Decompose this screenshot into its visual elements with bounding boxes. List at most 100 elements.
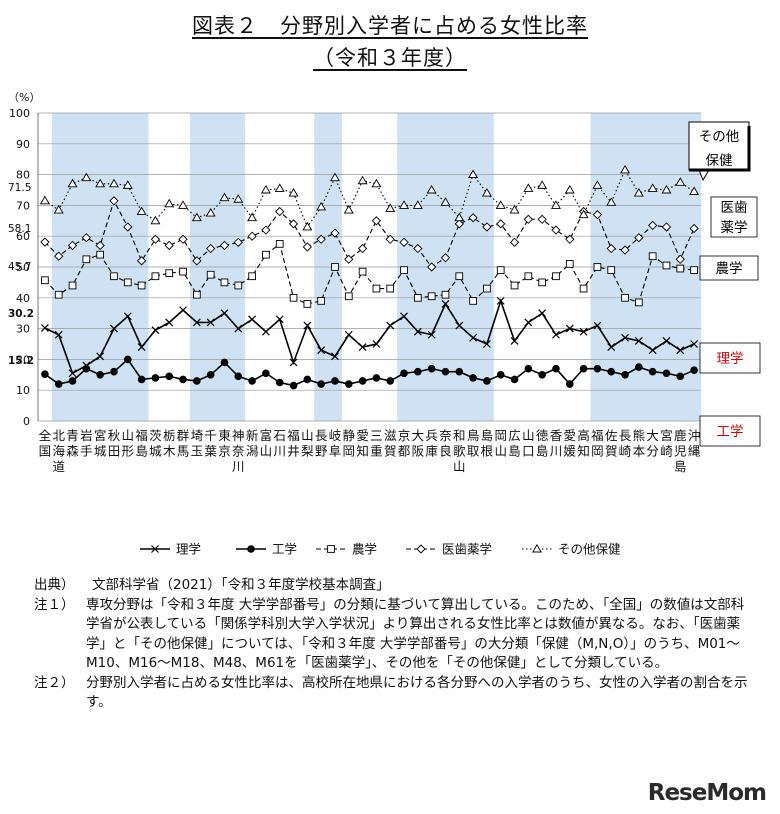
x-tick-char: 高 bbox=[577, 428, 590, 443]
y-tick-label: 40 bbox=[16, 292, 30, 305]
x-tick-char: 知 bbox=[356, 444, 369, 459]
data-point bbox=[400, 369, 408, 378]
y-axis-unit: （%） bbox=[8, 91, 40, 104]
x-tick-label: 全国 bbox=[39, 428, 52, 459]
data-point bbox=[331, 263, 339, 271]
data-point bbox=[289, 358, 298, 367]
data-point bbox=[414, 367, 422, 376]
x-tick-char: 青 bbox=[66, 428, 79, 443]
x-tick-char: 良 bbox=[439, 444, 452, 459]
data-point bbox=[54, 330, 63, 339]
source-text: 文部科学省（2021）「令和３年度学校基本調査」 bbox=[92, 577, 390, 593]
data-point bbox=[137, 281, 146, 290]
data-point bbox=[275, 206, 285, 217]
x-tick-char: 茨 bbox=[149, 428, 162, 443]
data-point bbox=[234, 372, 243, 381]
data-point bbox=[676, 264, 685, 273]
data-point bbox=[343, 204, 354, 214]
x-tick-label: 宮崎 bbox=[660, 428, 673, 459]
x-tick-label: 栃木 bbox=[163, 428, 176, 459]
data-point bbox=[358, 267, 367, 276]
data-point bbox=[620, 164, 631, 174]
data-point bbox=[565, 260, 574, 268]
data-point bbox=[275, 315, 284, 324]
x-tick-char: 崎 bbox=[660, 444, 673, 459]
x-tick-label: 秋田 bbox=[108, 428, 121, 459]
data-point bbox=[123, 355, 132, 364]
x-tick-char: 東 bbox=[218, 428, 231, 443]
x-tick-char: 兵 bbox=[425, 428, 438, 443]
legend-item: 理学 bbox=[140, 542, 201, 557]
x-tick-char: 滋 bbox=[384, 428, 397, 443]
x-tick-char: 分 bbox=[646, 444, 659, 459]
data-point bbox=[523, 214, 533, 224]
data-point bbox=[96, 250, 105, 259]
x-tick-char: 島 bbox=[508, 444, 521, 459]
data-point bbox=[552, 364, 560, 373]
x-tick-char: 田 bbox=[108, 444, 121, 459]
data-point bbox=[206, 371, 215, 379]
data-point bbox=[303, 321, 312, 330]
callout-2: 農学 bbox=[699, 255, 759, 281]
x-tick-label: 沖縄 bbox=[688, 428, 701, 459]
x-tick-char: 阪 bbox=[412, 444, 425, 459]
data-point bbox=[661, 222, 672, 232]
data-point bbox=[262, 369, 270, 378]
data-point bbox=[274, 183, 285, 192]
data-point bbox=[358, 343, 367, 352]
data-point bbox=[662, 336, 671, 345]
data-point bbox=[413, 243, 423, 254]
data-point bbox=[427, 292, 436, 301]
x-tick-label: 新潟 bbox=[246, 428, 259, 459]
callout-4: 工学 bbox=[699, 415, 761, 447]
x-tick-char: 沖 bbox=[688, 428, 701, 443]
data-point bbox=[676, 372, 685, 381]
data-point bbox=[179, 267, 187, 276]
value-label: 30.2 bbox=[8, 308, 34, 320]
data-point bbox=[178, 200, 189, 209]
data-point bbox=[68, 377, 77, 385]
x-tick-label: 奈良 bbox=[439, 428, 452, 459]
data-point bbox=[496, 219, 506, 229]
x-tick-char: 取 bbox=[467, 444, 480, 459]
data-point bbox=[54, 290, 63, 299]
x-tick-char: 川 bbox=[550, 444, 563, 459]
data-point bbox=[247, 231, 257, 241]
x-tick-char: 福 bbox=[591, 428, 604, 443]
data-point bbox=[469, 374, 477, 382]
x-tick-char: 媛 bbox=[564, 444, 577, 459]
data-point bbox=[233, 194, 244, 203]
x-tick-char: 梨 bbox=[301, 444, 314, 459]
data-point bbox=[538, 278, 547, 287]
x-tick-char: 道 bbox=[52, 459, 65, 474]
x-tick-label: 長野 bbox=[315, 428, 328, 459]
data-point bbox=[81, 233, 91, 243]
x-tick-char: 形 bbox=[122, 444, 135, 459]
value-label: 58.1 bbox=[8, 223, 31, 235]
series-line bbox=[44, 168, 695, 229]
x-tick-char: 岐 bbox=[329, 428, 342, 443]
x-tick-char: 宮 bbox=[94, 428, 107, 443]
data-point bbox=[164, 198, 175, 208]
data-point bbox=[564, 184, 575, 194]
y-tick-label: 20 bbox=[16, 353, 30, 366]
data-point bbox=[579, 327, 588, 336]
data-point bbox=[565, 234, 575, 244]
x-tick-label: 静岡 bbox=[343, 428, 356, 459]
data-point bbox=[496, 296, 505, 305]
data-point bbox=[165, 269, 174, 278]
data-point bbox=[648, 367, 657, 376]
y-tick-label: 0 bbox=[23, 415, 30, 428]
line-chart: 0102030405060708090100（%）全国北海道青森岩手宮城秋田山形… bbox=[8, 91, 761, 557]
data-point bbox=[302, 242, 312, 252]
y-tick-label: 70 bbox=[16, 199, 30, 212]
data-point bbox=[551, 225, 561, 235]
data-point bbox=[550, 200, 561, 209]
data-point bbox=[164, 240, 174, 251]
x-tick-char: 玉 bbox=[191, 444, 204, 459]
data-point bbox=[219, 240, 230, 251]
data-point bbox=[690, 366, 698, 374]
x-tick-char: 国 bbox=[39, 444, 52, 459]
data-point bbox=[82, 255, 91, 264]
data-point bbox=[440, 253, 451, 263]
